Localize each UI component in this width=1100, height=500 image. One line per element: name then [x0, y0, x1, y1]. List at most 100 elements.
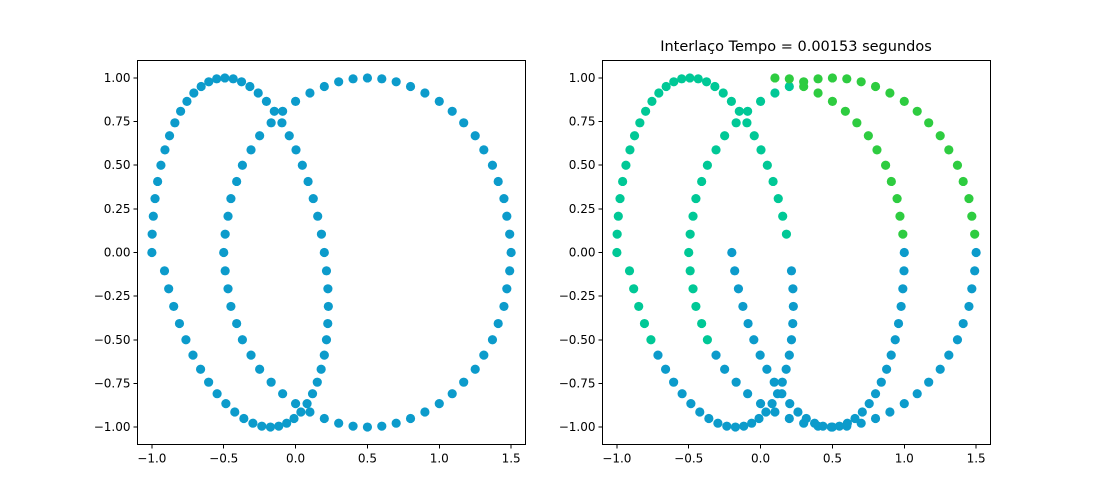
right-scatter-point — [749, 131, 759, 141]
right-scatter-point — [810, 418, 820, 428]
right-chart-title: Interlaço Tempo = 0.00153 segundos — [660, 39, 932, 55]
right-scatter-point — [826, 422, 836, 432]
left-y-tick-label: 0.75 — [104, 115, 131, 129]
right-scatter-point — [731, 118, 741, 128]
left-scatter-point — [266, 118, 276, 128]
left-scatter-point — [319, 247, 329, 258]
right-scatter-point — [727, 247, 737, 258]
right-scatter-point — [720, 131, 730, 141]
right-scatter-point — [786, 335, 797, 345]
right-scatter-point — [731, 377, 741, 387]
left-y-tick-label: −0.75 — [94, 376, 131, 390]
right-scatter-point — [695, 407, 705, 417]
right-scatter-point — [770, 88, 780, 98]
right-scatter-point — [899, 266, 909, 276]
left-scatter-point — [312, 377, 322, 387]
left-scatter-point — [499, 193, 509, 204]
right-scatter-point — [788, 318, 798, 329]
right-scatter-point — [634, 301, 644, 312]
right-scatter-point — [701, 77, 712, 87]
right-scatter-point — [615, 193, 625, 204]
right-scatter-point — [840, 106, 850, 116]
right-x-tick-label: 1.5 — [967, 452, 986, 466]
right-scatter-point — [773, 193, 783, 204]
right-scatter-point — [898, 229, 908, 239]
right-scatter-point — [813, 88, 823, 98]
left-scatter-point — [290, 96, 301, 106]
left-scatter-point — [269, 106, 279, 116]
right-scatter-point — [755, 350, 765, 360]
left-scatter-point — [487, 335, 498, 345]
right-scatter-point — [827, 73, 838, 83]
right-scatter-point — [952, 335, 963, 345]
left-scatter-plot: −1.0 −0.5 0.0 0.5 1.0 1.5 −1.00 −0.75 −0.50 −0.25… — [94, 60, 526, 466]
left-scatter-point — [479, 145, 489, 155]
right-scatter-point — [952, 160, 963, 170]
left-scatter-point — [278, 106, 288, 116]
right-scatter-point — [856, 77, 866, 87]
left-scatter-point — [195, 364, 206, 374]
left-y-tick-label: −0.25 — [94, 289, 131, 303]
left-y-tick-label: −0.50 — [94, 333, 131, 347]
left-scatter-point — [487, 160, 498, 170]
left-scatter-point — [321, 266, 332, 276]
left-scatter-point — [237, 160, 248, 170]
left-scatter-point — [459, 118, 469, 128]
left-scatter-point — [405, 81, 416, 92]
left-scatter-point — [147, 247, 157, 258]
right-scatter-point — [677, 74, 687, 84]
right-scatter-plot: Interlaço Tempo = 0.00153 segundos −1.0 −… — [559, 39, 991, 466]
left-scatter-point — [420, 88, 430, 98]
left-x-tick-label: 0.5 — [358, 452, 377, 466]
right-scatter-point — [770, 73, 780, 83]
right-scatter-point — [621, 160, 631, 170]
right-y-tick-label: −0.75 — [559, 376, 596, 390]
right-y-tick-label: 0.25 — [569, 202, 596, 216]
right-scatter-point — [964, 301, 974, 312]
right-scatter-point — [693, 74, 703, 84]
right-scatter-point — [876, 377, 886, 387]
right-scatter-point — [688, 211, 698, 221]
left-scatter-point — [377, 421, 387, 431]
left-scatter-point — [156, 160, 166, 170]
left-scatter-point — [391, 418, 401, 428]
right-scatter-point — [788, 284, 798, 294]
left-y-tick-label: 0.50 — [104, 158, 131, 172]
left-scatter-point — [253, 88, 263, 98]
right-scatter-point — [769, 377, 779, 387]
right-scatter-point — [781, 364, 791, 374]
right-scatter-point — [784, 413, 794, 424]
left-scatter-point — [502, 284, 512, 294]
left-scatter-point — [305, 88, 315, 98]
left-scatter-point — [278, 389, 288, 399]
left-scatter-point — [348, 421, 358, 431]
left-scatter-point — [323, 318, 333, 329]
right-scatter-point — [684, 247, 694, 258]
right-scatter-point — [967, 284, 977, 294]
right-scatter-point — [870, 81, 881, 92]
left-scatter-point — [212, 74, 222, 84]
left-scatter-point — [319, 350, 329, 360]
right-scatter-point — [784, 81, 794, 92]
left-y-tick-label: 0.00 — [104, 246, 131, 260]
right-scatter-point — [781, 229, 792, 239]
right-x-tick-label: 1.0 — [895, 452, 914, 466]
right-scatter-point — [890, 335, 900, 345]
left-scatter-point — [189, 88, 199, 98]
right-scatter-point — [886, 350, 896, 360]
right-scatter-point — [912, 389, 922, 399]
right-scatter-point — [863, 131, 873, 141]
left-scatter-point — [308, 193, 318, 204]
right-scatter-point — [702, 335, 713, 345]
left-scatter-point — [391, 77, 401, 87]
right-scatter-point — [870, 413, 881, 424]
right-scatter-point — [691, 301, 701, 312]
left-scatter-point — [170, 118, 180, 128]
right-scatter-point — [784, 350, 794, 360]
left-scatter-point — [434, 399, 444, 409]
left-scatter-point — [212, 389, 222, 399]
left-scatter-point — [204, 377, 214, 387]
right-scatter-point — [711, 145, 721, 155]
left-scatter-point — [362, 73, 373, 83]
